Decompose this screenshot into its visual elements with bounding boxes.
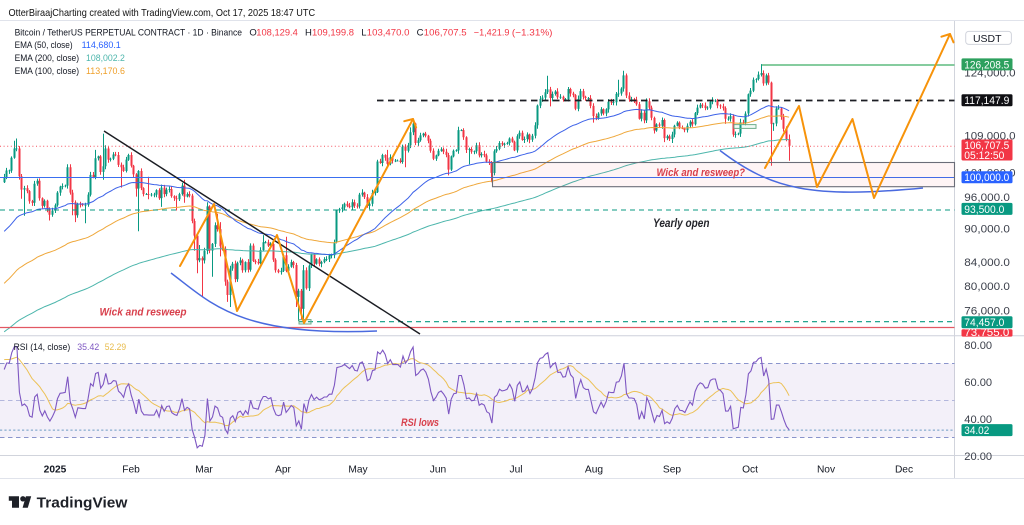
svg-text:108,002.2: 108,002.2 xyxy=(86,53,125,64)
svg-text:2025: 2025 xyxy=(44,465,67,476)
svg-text:60.00: 60.00 xyxy=(964,377,992,389)
svg-text:May: May xyxy=(348,465,368,476)
svg-text:126,208.5: 126,208.5 xyxy=(964,59,1009,71)
svg-text:−1,421.9: −1,421.9 xyxy=(474,28,510,39)
svg-text:Wick and resweep?: Wick and resweep? xyxy=(657,167,746,179)
svg-text:OtterBiraajCharting created wi: OtterBiraajCharting created with Trading… xyxy=(9,8,316,19)
svg-text:109,000.0: 109,000.0 xyxy=(964,130,1015,142)
svg-text:Jun: Jun xyxy=(430,465,446,476)
svg-text:100,000.0: 100,000.0 xyxy=(964,172,1009,184)
svg-text:Nov: Nov xyxy=(817,465,836,476)
svg-text:80,000.0: 80,000.0 xyxy=(964,281,1010,293)
svg-text:L: L xyxy=(361,28,366,39)
svg-text:114,680.1: 114,680.1 xyxy=(82,40,121,51)
svg-text:Aug: Aug xyxy=(585,465,603,476)
svg-text:TradingView: TradingView xyxy=(37,495,128,512)
svg-text:52.29: 52.29 xyxy=(105,342,126,353)
svg-text:RSI lows: RSI lows xyxy=(401,417,439,429)
svg-text:113,170.6: 113,170.6 xyxy=(86,66,125,77)
svg-text:USDT: USDT xyxy=(973,34,1002,45)
svg-text:96,000.0: 96,000.0 xyxy=(964,192,1010,204)
svg-text:Dec: Dec xyxy=(895,465,913,476)
svg-text:Oct: Oct xyxy=(742,465,758,476)
svg-text:109,199.8: 109,199.8 xyxy=(312,28,354,39)
svg-text:Apr: Apr xyxy=(275,465,291,476)
svg-text:103,470.0: 103,470.0 xyxy=(367,28,410,39)
svg-text:34.02: 34.02 xyxy=(964,425,989,437)
svg-text:108,129.4: 108,129.4 xyxy=(256,28,298,39)
svg-text:EMA (50, close): EMA (50, close) xyxy=(15,40,73,51)
svg-text:117,147.9: 117,147.9 xyxy=(964,95,1009,107)
svg-text:106,707.5: 106,707.5 xyxy=(964,140,1009,152)
svg-text:C: C xyxy=(417,28,424,39)
svg-text:20.00: 20.00 xyxy=(964,451,992,463)
svg-text:O: O xyxy=(249,28,256,39)
svg-text:106,707.5: 106,707.5 xyxy=(424,28,467,39)
svg-text:EMA (200, close): EMA (200, close) xyxy=(15,53,80,64)
svg-text:90,000.0: 90,000.0 xyxy=(964,224,1010,236)
svg-text:124,000.0: 124,000.0 xyxy=(964,68,1015,80)
svg-text:Sep: Sep xyxy=(663,465,681,476)
svg-text:84,000.0: 84,000.0 xyxy=(964,257,1010,269)
svg-text:(−1.31%): (−1.31%) xyxy=(512,28,553,39)
svg-text:EMA (100, close): EMA (100, close) xyxy=(15,66,80,77)
svg-text:Wick and resweep: Wick and resweep xyxy=(100,307,187,319)
svg-text:35.42: 35.42 xyxy=(77,342,99,353)
svg-text:40.00: 40.00 xyxy=(964,414,992,426)
svg-text:05:12:50: 05:12:50 xyxy=(964,150,1004,162)
svg-text:Feb: Feb xyxy=(122,465,140,476)
svg-text:73,755.0: 73,755.0 xyxy=(964,327,1009,339)
svg-text:RSI (14, close): RSI (14, close) xyxy=(14,342,71,353)
svg-text:Jul: Jul xyxy=(509,465,522,476)
svg-text:Mar: Mar xyxy=(195,465,213,476)
svg-text:80.00: 80.00 xyxy=(964,340,992,352)
svg-text:76,000.0: 76,000.0 xyxy=(964,306,1010,318)
svg-text:H: H xyxy=(305,28,312,39)
svg-text:Yearly open: Yearly open xyxy=(653,216,710,230)
svg-text:Bitcoin / TetherUS PERPETUAL C: Bitcoin / TetherUS PERPETUAL CONTRACT · … xyxy=(15,28,242,39)
svg-text:93,500.0: 93,500.0 xyxy=(964,204,1004,216)
svg-text:74,457.0: 74,457.0 xyxy=(964,317,1004,329)
